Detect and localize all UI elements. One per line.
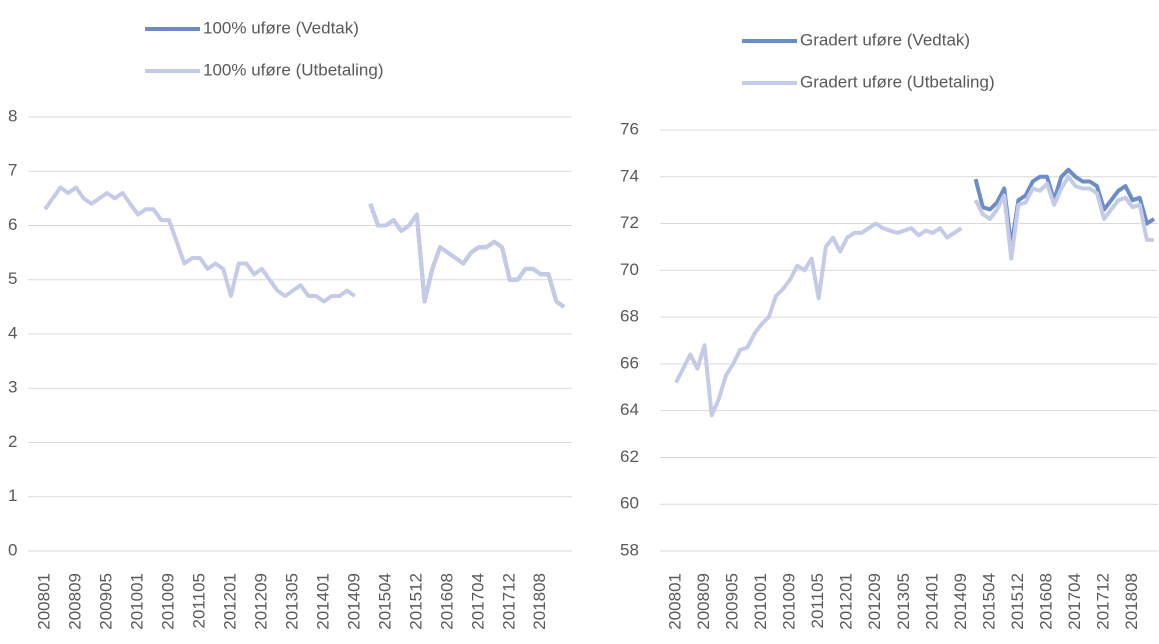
x-tick-label: 201512 [1008,573,1027,630]
x-tick-label: 201201 [837,573,856,630]
x-tick-label: 201808 [1122,573,1141,630]
x-tick-label: 201409 [344,573,363,630]
x-tick-label: 201608 [437,573,456,630]
y-tick-label: 68 [620,307,639,326]
y-tick-label: 5 [8,269,17,288]
x-tick-label: 201209 [865,573,884,630]
x-tick-label: 200905 [723,573,742,630]
legend-label: Gradert uføre (Utbetaling) [800,72,995,91]
y-tick-label: 62 [620,447,639,466]
legend-label: 100% uføre (Vedtak) [203,18,359,37]
x-tick-label: 201808 [530,573,549,630]
x-tick-label: 200905 [96,573,115,630]
legend-label: Gradert uføre (Vedtak) [800,30,970,49]
y-tick-label: 0 [8,540,17,559]
x-tick-label: 201401 [313,573,332,630]
x-tick-label: 201209 [251,573,270,630]
x-tick-label: 200801 [34,573,53,630]
x-tick-label: 201712 [499,573,518,630]
y-tick-label: 58 [620,540,639,559]
x-tick-label: 200809 [694,573,713,630]
x-tick-label: 201009 [780,573,799,630]
x-tick-label: 201512 [406,573,425,630]
x-tick-label: 201409 [951,573,970,630]
y-tick-label: 7 [8,161,17,180]
y-tick-label: 6 [8,215,17,234]
x-tick-label: 201305 [282,573,301,630]
x-tick-label: 201712 [1094,573,1113,630]
x-tick-label: 201704 [468,573,487,630]
y-tick-label: 76 [620,119,639,138]
y-tick-label: 3 [8,378,17,397]
x-tick-label: 201105 [808,573,827,628]
y-tick-label: 64 [620,400,639,419]
x-tick-label: 200801 [665,573,684,630]
y-tick-label: 1 [8,486,17,505]
x-tick-label: 200809 [65,573,84,630]
series-line [674,174,1154,418]
x-tick-label: 201704 [1065,573,1084,630]
x-tick-label: 201504 [979,573,998,630]
y-tick-label: 74 [620,166,639,185]
series-line [43,185,566,309]
y-tick-label: 4 [8,323,17,342]
x-tick-label: 201009 [158,573,177,630]
x-tick-label: 201001 [751,573,770,630]
x-tick-label: 201305 [894,573,913,630]
x-tick-label: 201001 [127,573,146,630]
y-tick-label: 60 [620,494,639,513]
x-tick-label: 201105 [189,573,208,628]
legend-label: 100% uføre (Utbetaling) [203,60,383,79]
y-tick-label: 66 [620,353,639,372]
x-tick-label: 201608 [1036,573,1055,630]
y-tick-label: 8 [8,106,17,125]
x-tick-label: 201201 [220,573,239,630]
y-tick-label: 72 [620,213,639,232]
y-tick-label: 2 [8,432,17,451]
x-tick-label: 201401 [922,573,941,630]
x-tick-label: 201504 [375,573,394,630]
y-tick-label: 70 [620,260,639,279]
